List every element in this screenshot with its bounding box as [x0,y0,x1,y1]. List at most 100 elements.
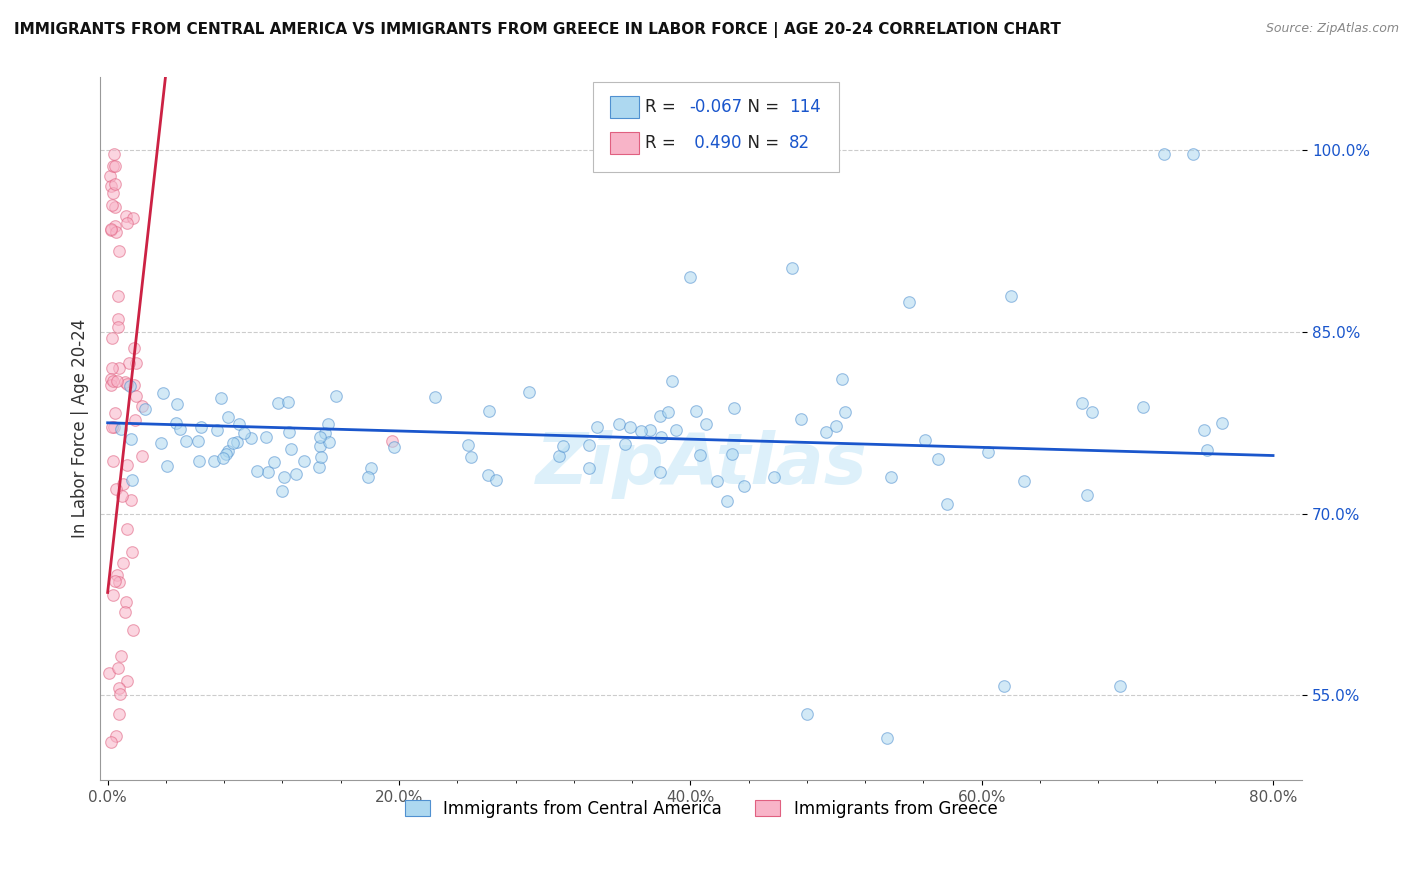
Point [114,605,136,619]
Point [1081,405,1104,419]
Point [217,409,239,424]
Point [98,169,121,184]
Point [215,447,238,461]
FancyBboxPatch shape [610,95,638,119]
Text: N =: N = [737,134,785,152]
Point [553,439,575,453]
Point [104,482,127,496]
Point [125,356,148,370]
FancyBboxPatch shape [593,82,839,172]
Point [685,404,707,418]
Point [314,425,336,440]
Point [706,474,728,488]
Point [318,434,340,449]
Point [834,405,856,419]
Point [118,355,141,369]
Point [225,435,247,450]
Point [927,451,949,466]
Point [100,372,122,386]
Point [100,178,122,193]
Point [108,244,131,259]
Legend: Immigrants from Central America, Immigrants from Greece: Immigrants from Central America, Immigra… [398,793,1004,825]
Point [689,448,711,462]
Point [257,465,280,479]
Point [107,289,129,303]
Point [695,417,717,431]
Point [103,588,125,602]
Point [619,419,641,434]
Point [166,396,188,410]
Point [108,361,131,376]
Point [110,422,132,436]
Point [648,466,671,480]
Point [721,447,744,461]
Point [1181,146,1204,161]
Point [457,438,479,452]
Point [104,200,127,214]
Point [723,401,745,416]
Y-axis label: In Labor Force | Age 20-24: In Labor Force | Age 20-24 [72,319,89,539]
Point [134,401,156,416]
Point [115,216,138,230]
FancyBboxPatch shape [610,131,638,154]
Point [1109,679,1132,693]
Point [325,389,347,403]
Point [105,568,128,582]
Point [519,385,541,400]
Point [108,681,131,695]
Point [613,437,636,451]
Point [100,735,122,749]
Text: 0.490: 0.490 [689,134,742,152]
Point [112,477,135,491]
Point [190,419,212,434]
Point [1195,443,1218,458]
Text: 114: 114 [789,98,821,116]
Point [104,225,127,239]
Point [104,178,127,192]
Point [993,679,1015,693]
Point [254,430,277,444]
Point [1153,146,1175,161]
Point [186,434,208,449]
Point [101,198,124,212]
Point [425,391,447,405]
Point [103,146,125,161]
Point [110,648,132,663]
Point [111,556,134,570]
Point [825,418,848,433]
Point [263,455,285,469]
Point [131,449,153,463]
Point [101,453,124,467]
Text: R =: R = [645,98,681,116]
Point [98,665,121,680]
Point [108,687,131,701]
Point [111,489,134,503]
Point [630,425,652,439]
Point [122,377,145,392]
Point [104,406,127,420]
Point [381,434,404,448]
Text: N =: N = [737,98,785,116]
Point [897,294,920,309]
Point [270,483,292,498]
Point [217,444,239,458]
Point [650,430,672,444]
Point [239,431,262,445]
Point [876,731,898,745]
Point [976,445,998,459]
Point [103,160,125,174]
Point [233,425,256,440]
Point [661,374,683,388]
Point [114,210,136,224]
Point [101,419,124,434]
Text: 82: 82 [789,134,810,152]
Point [679,270,702,285]
Point [1076,488,1098,502]
Point [460,450,482,465]
Point [222,436,245,450]
Point [188,454,211,468]
Point [318,417,340,431]
Point [101,331,124,345]
Point [114,595,136,609]
Point [382,440,405,454]
